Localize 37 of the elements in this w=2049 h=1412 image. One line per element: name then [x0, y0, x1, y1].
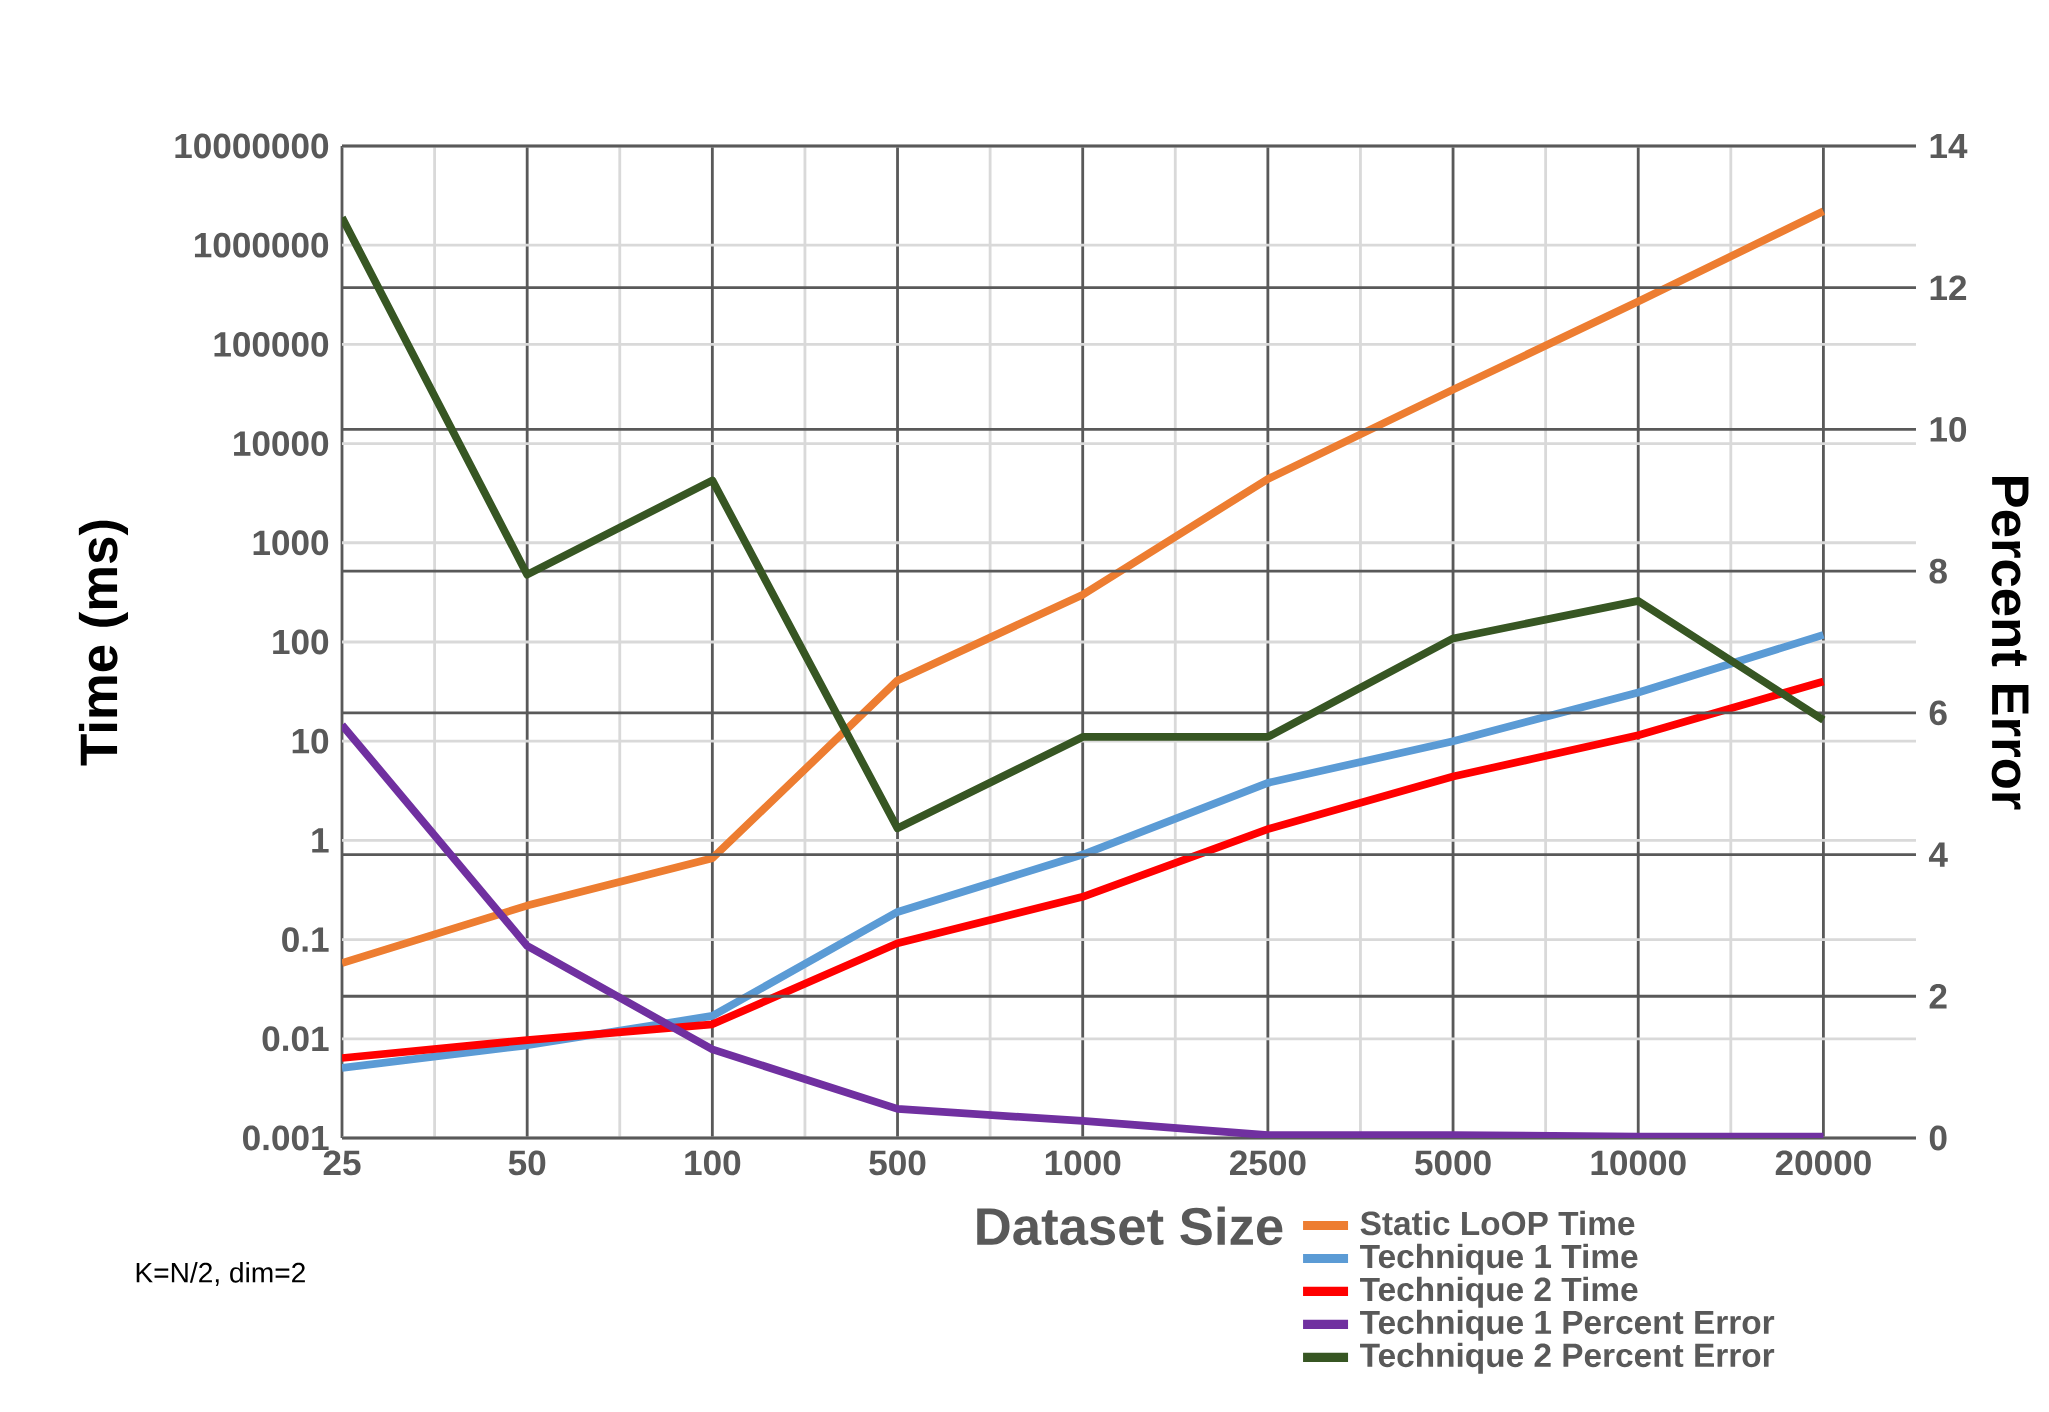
- y-tick-label: 0.01: [262, 1026, 329, 1052]
- x-tick-label: 10000: [1591, 1150, 1686, 1176]
- y-tick-label: 0.1: [282, 927, 329, 953]
- y-tick-label: 1000000: [194, 232, 329, 258]
- x-tick-label: 25: [323, 1150, 361, 1176]
- y-axis-title: Time (ms): [78, 520, 128, 766]
- y-tick-label: 10000000: [175, 133, 329, 159]
- y-tick-label: 1000: [253, 530, 329, 556]
- y2-axis-title: Percent Error: [1991, 477, 2029, 810]
- y2-tick-label: 2: [1929, 984, 1947, 1009]
- y2-tick-label: 10: [1930, 416, 1967, 442]
- x-tick-label: 500: [869, 1150, 926, 1176]
- legend-label: Technique 2 Time: [1360, 1276, 1638, 1308]
- y2-tick-label: 6: [1929, 700, 1947, 726]
- y2-tick-label: 12: [1930, 275, 1967, 300]
- y-tick-label: 1: [312, 828, 329, 853]
- legend-label: Technique 1 Percent Error: [1360, 1309, 1775, 1341]
- y-tick-label: 10000: [234, 431, 329, 457]
- x-tick-label: 20000: [1775, 1150, 1871, 1176]
- y-tick-label: 10: [292, 728, 329, 754]
- x-tick-label: 50: [508, 1150, 546, 1176]
- legend-label: Technique 2 Percent Error: [1360, 1342, 1775, 1374]
- legend-label: Static LoOP Time: [1360, 1210, 1635, 1236]
- y-tick-label: 0.001: [243, 1125, 329, 1151]
- x-tick-label: 2500: [1230, 1150, 1306, 1176]
- legend-label: Technique 1 Time: [1360, 1243, 1638, 1275]
- x-axis-title: Dataset Size: [977, 1206, 1283, 1246]
- x-tick-label: 100: [685, 1150, 741, 1176]
- y2-tick-label: 8: [1929, 558, 1947, 584]
- x-tick-label: 1000: [1045, 1150, 1121, 1176]
- y-tick-label: 100: [273, 629, 329, 655]
- y-tick-label: 100000: [214, 331, 329, 357]
- x-tick-label: 5000: [1415, 1150, 1491, 1176]
- y2-tick-label: 4: [1928, 842, 1948, 867]
- y2-tick-label: 0: [1929, 1125, 1947, 1151]
- text: K=N/2, dim=2: [136, 1261, 305, 1286]
- y2-tick-label: 14: [1930, 133, 1968, 159]
